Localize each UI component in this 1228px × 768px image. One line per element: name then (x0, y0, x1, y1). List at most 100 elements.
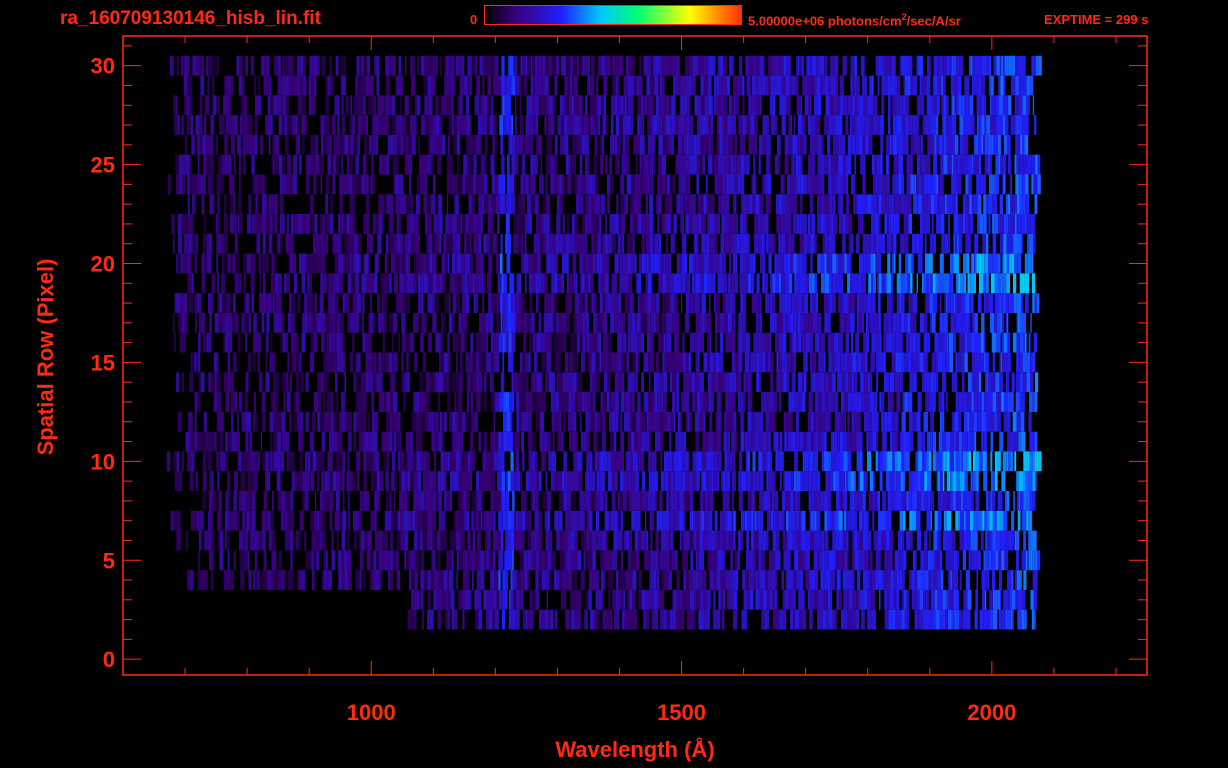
heatmap-cell (901, 293, 905, 313)
heatmap-cell (844, 609, 848, 630)
heatmap-cell (759, 253, 764, 274)
heatmap-cell (936, 372, 939, 393)
heatmap-cell (984, 372, 987, 393)
heatmap-cell (1027, 253, 1032, 274)
heatmap-cell (864, 589, 867, 610)
heatmap-cell (324, 214, 327, 234)
heatmap-cell (714, 451, 718, 472)
heatmap-cell (588, 214, 592, 234)
heatmap-cell (533, 233, 538, 254)
heatmap-cell (1005, 609, 1008, 630)
heatmap-cell (581, 273, 585, 294)
heatmap-cell (434, 293, 439, 313)
heatmap-cell (574, 352, 579, 373)
heatmap-cell (988, 214, 991, 234)
heatmap-cell (946, 589, 950, 610)
heatmap-cell (645, 411, 647, 432)
heatmap-cell (789, 550, 791, 571)
heatmap-cell (607, 352, 612, 373)
heatmap-cell (580, 471, 583, 491)
heatmap-cell (650, 530, 653, 551)
heatmap-cell (886, 550, 891, 571)
heatmap-cell (884, 609, 889, 630)
heatmap-cell (244, 411, 247, 432)
heatmap-cell (668, 491, 671, 511)
heatmap-cell (289, 530, 294, 551)
heatmap-cell (505, 491, 510, 511)
heatmap-cell (630, 253, 632, 274)
heatmap-cell (786, 530, 789, 551)
heatmap-cell (834, 530, 836, 551)
heatmap-cell (318, 392, 321, 412)
heatmap-cell (827, 174, 830, 195)
heatmap-cell (317, 510, 320, 531)
heatmap-cell (654, 372, 658, 393)
heatmap-cell (1014, 253, 1018, 274)
heatmap-cell (747, 392, 750, 412)
heatmap-cell (1022, 510, 1027, 531)
heatmap-cell (486, 589, 490, 610)
heatmap-cell (510, 609, 513, 630)
heatmap-cell (903, 431, 907, 452)
heatmap-cell (456, 293, 458, 313)
heatmap-cell (620, 194, 625, 215)
heatmap-cell (182, 253, 187, 274)
heatmap-cell (278, 233, 281, 254)
heatmap-cell (182, 372, 184, 393)
heatmap-cell (738, 471, 742, 491)
heatmap-cell (765, 214, 769, 234)
heatmap-cell (209, 471, 211, 491)
heatmap-cell (708, 609, 710, 630)
heatmap-cell (872, 411, 877, 432)
heatmap-cell (227, 471, 231, 491)
heatmap-cell (739, 253, 743, 274)
heatmap-cell (832, 609, 835, 630)
heatmap-cell (380, 352, 384, 373)
heatmap-cell (530, 194, 535, 215)
heatmap-cell (792, 194, 797, 215)
heatmap-cell (576, 372, 579, 393)
heatmap-cell (861, 530, 863, 551)
heatmap-cell (838, 293, 843, 313)
heatmap-cell (515, 392, 520, 412)
heatmap-cell (966, 332, 971, 353)
heatmap-cell (770, 273, 773, 294)
heatmap-cell (811, 570, 816, 590)
heatmap-cell (215, 372, 217, 393)
heatmap-cell (536, 550, 539, 571)
heatmap-cell (248, 352, 252, 373)
heatmap-cell (531, 372, 533, 393)
heatmap-cell (519, 589, 521, 610)
heatmap-cell (832, 233, 836, 254)
heatmap-cell (835, 332, 839, 353)
heatmap-cell (788, 570, 791, 590)
heatmap-cell (766, 491, 771, 511)
heatmap-cell (1036, 451, 1039, 472)
heatmap-cell (1032, 352, 1036, 373)
heatmap-cell (717, 273, 720, 294)
heatmap-cell (666, 451, 668, 472)
heatmap-cell (848, 233, 851, 254)
heatmap-cell (551, 550, 555, 571)
heatmap-cell (908, 293, 911, 313)
heatmap-cell (395, 352, 398, 373)
heatmap-cell (448, 233, 453, 254)
heatmap-cell (436, 411, 439, 432)
heatmap-cell (670, 233, 674, 254)
heatmap-cell (225, 491, 228, 511)
heatmap-cell (447, 392, 451, 412)
heatmap-cell (424, 411, 428, 432)
heatmap-cell (786, 510, 789, 531)
heatmap-cell (268, 530, 272, 551)
heatmap-cell (393, 392, 398, 412)
heatmap-cell (271, 491, 274, 511)
heatmap-cell (669, 174, 671, 195)
heatmap-cell (647, 392, 650, 412)
heatmap-cell (996, 332, 1001, 353)
heatmap-cell (227, 491, 231, 511)
heatmap-cell (712, 233, 715, 254)
heatmap-cell (476, 530, 481, 551)
heatmap-cell (525, 510, 530, 531)
heatmap-cell (774, 313, 777, 333)
heatmap-cell (910, 273, 913, 294)
